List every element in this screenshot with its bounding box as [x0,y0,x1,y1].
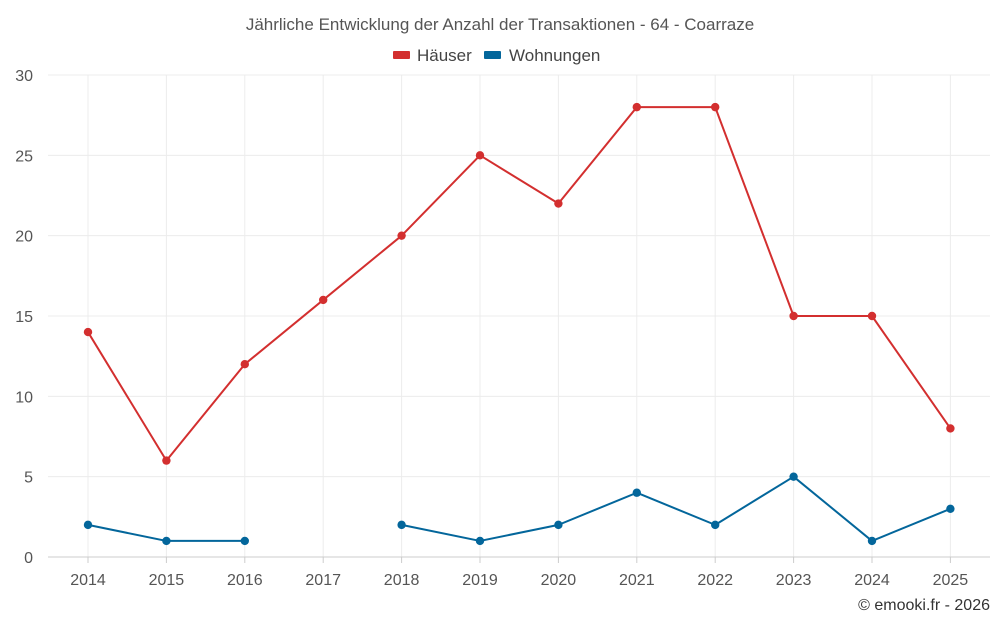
data-point[interactable] [240,360,249,369]
legend: Häuser Wohnungen [393,46,600,65]
data-point[interactable] [632,488,641,497]
series-0 [83,102,955,465]
y-tick-label: 30 [15,68,33,85]
data-point[interactable] [83,327,93,337]
data-point[interactable] [711,102,720,112]
x-tick-label: 2015 [149,572,185,589]
data-point[interactable] [397,231,406,240]
data-point[interactable] [789,472,798,481]
credit-text: © emooki.fr - 2026 [858,597,990,614]
data-point[interactable] [475,536,485,546]
legend-swatch-haeuser [393,51,410,59]
data-point[interactable] [632,102,641,112]
data-point[interactable] [946,504,955,513]
legend-label-wohnungen[interactable]: Wohnungen [509,46,600,65]
data-point[interactable] [83,520,93,530]
y-tick-label: 0 [24,550,33,567]
x-tick-label: 2019 [462,572,498,589]
y-tick-label: 5 [24,470,33,487]
x-tick-label: 2025 [933,572,969,589]
y-tick-label: 15 [15,309,33,326]
data-point[interactable] [867,311,877,321]
series-1 [83,472,955,546]
series-line [401,475,951,542]
data-point[interactable] [319,295,328,305]
data-point[interactable] [711,520,720,530]
data-point[interactable] [946,424,955,433]
data-point[interactable] [789,311,798,321]
legend-label-haeuser[interactable]: Häuser [417,46,472,65]
x-tick-label: 2014 [70,572,106,589]
x-tick-label: 2021 [619,572,655,589]
data-point[interactable] [397,520,406,530]
x-tick-label: 2016 [227,572,263,589]
y-tick-label: 20 [15,229,33,246]
data-point[interactable] [554,520,563,530]
x-tick-label: 2020 [541,572,577,589]
x-tick-label: 2024 [854,572,890,589]
legend-swatch-wohnungen [484,51,501,59]
chart-title: Jährliche Entwicklung der Anzahl der Tra… [246,15,754,34]
x-tick-label: 2018 [384,572,420,589]
data-point[interactable] [162,536,171,546]
series-line [87,106,952,462]
data-point[interactable] [554,199,563,208]
series [83,102,955,546]
y-tick-label: 25 [15,148,33,165]
y-tick-label: 10 [15,389,33,406]
x-tick-label: 2023 [776,572,812,589]
data-point[interactable] [240,536,249,546]
data-point[interactable] [475,151,485,160]
x-tick-label: 2022 [697,572,733,589]
data-point[interactable] [867,536,877,546]
data-point[interactable] [162,456,171,465]
x-tick-label: 2017 [305,572,341,589]
